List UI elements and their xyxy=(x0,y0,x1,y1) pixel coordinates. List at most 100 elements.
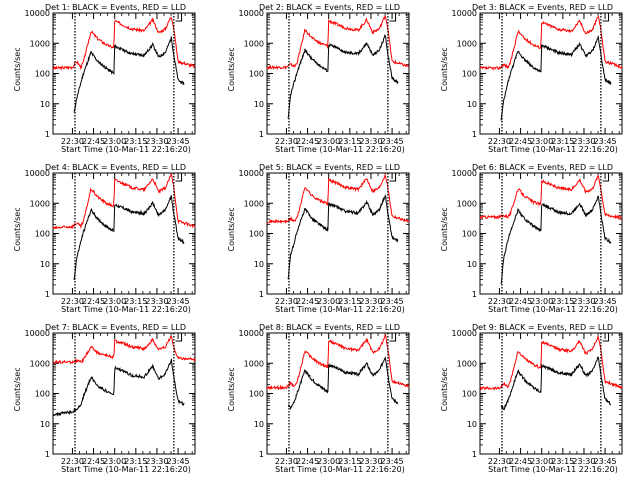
y-tick-label: 10 xyxy=(40,260,50,269)
y-tick-label: 10000 xyxy=(25,9,50,18)
x-tick-label: 22:45 xyxy=(296,297,319,306)
y-tick-label: 1000 xyxy=(244,39,264,48)
panel-title: Det 2: BLACK = Events, RED = LLD xyxy=(259,3,400,12)
y-tick-label: 10000 xyxy=(452,329,477,338)
x-tick-label: 23:15 xyxy=(124,297,147,306)
panel-title: Det 3: BLACK = Events, RED = LLD xyxy=(472,3,613,12)
interval-bracket xyxy=(389,333,397,342)
panel-det-3: Det 3: BLACK = Events, RED = LLD Counts/s… xyxy=(440,3,623,154)
y-tick-label: 1 xyxy=(472,130,477,139)
panel-title: Det 8: BLACK = Events, RED = LLD xyxy=(259,323,400,332)
y-tick-label: 10 xyxy=(467,420,477,429)
series-events-black xyxy=(73,36,185,113)
x-axis-label: Start Time (10-Mar-11 22:16:20) xyxy=(488,145,618,154)
series-events-black xyxy=(500,35,612,121)
interval-bracket xyxy=(175,173,183,182)
y-tick-label: 1 xyxy=(259,130,264,139)
x-tick-label: 23:30 xyxy=(145,137,168,146)
y-tick-label: 1000 xyxy=(30,39,50,48)
x-tick-label: 23:45 xyxy=(167,137,190,146)
x-tick-label: 22:30 xyxy=(61,297,84,306)
x-tick-label: 22:45 xyxy=(509,457,532,466)
y-tick-label: 1000 xyxy=(457,359,477,368)
y-tick-label: 100 xyxy=(35,390,50,399)
x-tick-label: 23:15 xyxy=(551,137,574,146)
y-tick-label: 10 xyxy=(467,100,477,109)
y-tick-label: 10 xyxy=(40,420,50,429)
x-tick-label: 23:30 xyxy=(145,297,168,306)
panel-det-4: Det 4: BLACK = Events, RED = LLD Counts/s… xyxy=(13,163,196,314)
x-tick-label: 23:30 xyxy=(359,297,382,306)
x-tick-label: 23:45 xyxy=(167,297,190,306)
series-events-black xyxy=(73,195,185,281)
x-axis-label: Start Time (10-Mar-11 22:16:20) xyxy=(61,305,191,314)
x-tick-label: 22:30 xyxy=(61,137,84,146)
interval-bracket xyxy=(175,13,183,22)
x-tick-label: 22:30 xyxy=(488,457,511,466)
x-tick-label: 23:45 xyxy=(594,137,617,146)
y-axis-label: Counts/sec xyxy=(440,207,449,251)
series-events-black xyxy=(287,33,399,119)
y-tick-label: 100 xyxy=(249,230,264,239)
x-tick-label: 23:00 xyxy=(530,457,553,466)
y-tick-label: 10000 xyxy=(239,9,264,18)
interval-bracket xyxy=(602,173,610,182)
x-tick-label: 23:00 xyxy=(530,297,553,306)
y-tick-label: 100 xyxy=(462,230,477,239)
x-tick-label: 22:30 xyxy=(275,297,298,306)
x-tick-label: 23:15 xyxy=(124,457,147,466)
x-tick-label: 22:45 xyxy=(82,457,105,466)
series-lld-red xyxy=(52,172,196,230)
y-tick-label: 10000 xyxy=(25,169,50,178)
x-tick-label: 23:00 xyxy=(103,137,126,146)
y-axis-label: Counts/sec xyxy=(13,207,22,251)
x-tick-label: 23:45 xyxy=(381,457,404,466)
x-axis-label: Start Time (10-Mar-11 22:16:20) xyxy=(488,465,618,474)
x-tick-label: 23:45 xyxy=(381,297,404,306)
y-tick-label: 100 xyxy=(249,70,264,79)
x-tick-label: 23:15 xyxy=(338,137,361,146)
interval-bracket xyxy=(602,13,610,22)
y-tick-label: 100 xyxy=(249,390,264,399)
x-tick-label: 22:30 xyxy=(61,457,84,466)
y-tick-label: 10 xyxy=(40,100,50,109)
y-axis-label: Counts/sec xyxy=(227,207,236,251)
series-events-black xyxy=(500,195,612,285)
y-tick-label: 10000 xyxy=(452,9,477,18)
y-tick-label: 1000 xyxy=(244,359,264,368)
y-tick-label: 1000 xyxy=(30,359,50,368)
y-tick-label: 1 xyxy=(45,130,50,139)
x-tick-label: 22:30 xyxy=(488,137,511,146)
y-tick-label: 100 xyxy=(35,230,50,239)
y-tick-label: 1 xyxy=(45,290,50,299)
panel-det-9: Det 9: BLACK = Events, RED = LLD Counts/s… xyxy=(440,323,623,474)
y-tick-label: 10 xyxy=(254,100,264,109)
series-lld-red xyxy=(52,335,196,365)
y-tick-label: 100 xyxy=(35,70,50,79)
x-tick-label: 22:30 xyxy=(488,297,511,306)
y-tick-label: 1 xyxy=(472,450,477,459)
x-axis-label: Start Time (10-Mar-11 22:16:20) xyxy=(61,465,191,474)
y-tick-label: 10 xyxy=(254,260,264,269)
y-tick-label: 1 xyxy=(45,450,50,459)
x-tick-label: 23:00 xyxy=(317,297,340,306)
x-tick-label: 22:45 xyxy=(296,137,319,146)
x-axis-label: Start Time (10-Mar-11 22:16:20) xyxy=(275,305,405,314)
x-tick-label: 22:45 xyxy=(296,457,319,466)
panel-det-1: Det 1: BLACK = Events, RED = LLD Counts/s… xyxy=(13,3,196,154)
y-tick-label: 1000 xyxy=(457,199,477,208)
y-tick-label: 1000 xyxy=(244,199,264,208)
y-tick-label: 10 xyxy=(467,260,477,269)
series-lld-red xyxy=(479,335,623,391)
series-lld-red xyxy=(479,175,623,221)
y-tick-label: 1 xyxy=(472,290,477,299)
series-events-black xyxy=(500,356,612,411)
interval-bracket xyxy=(175,333,183,342)
x-tick-label: 22:30 xyxy=(275,457,298,466)
x-tick-label: 23:45 xyxy=(594,457,617,466)
series-lld-red xyxy=(479,15,623,72)
x-tick-label: 23:00 xyxy=(103,457,126,466)
x-tick-label: 23:00 xyxy=(103,297,126,306)
